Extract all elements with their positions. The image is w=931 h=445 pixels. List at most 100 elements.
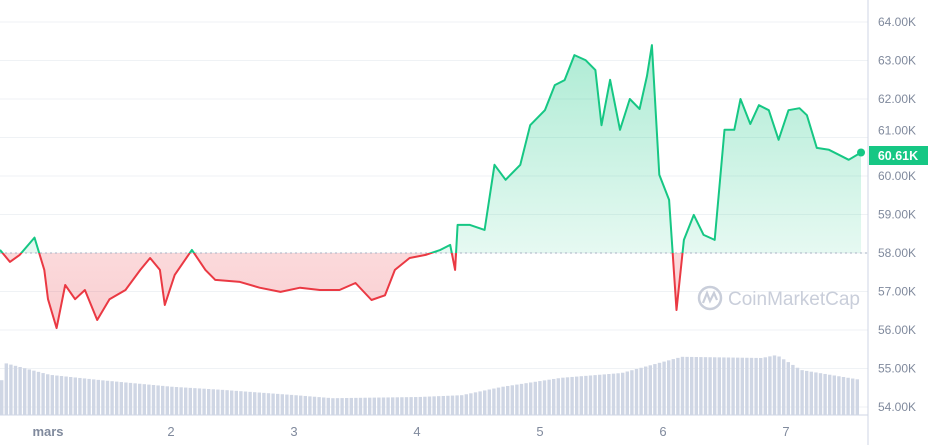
volume-bar: [492, 388, 496, 415]
volume-bar: [565, 377, 570, 415]
volume-bar: [110, 381, 114, 415]
price-line-up: [0, 44, 862, 253]
current-price-dot: [857, 148, 866, 157]
volume-bar: [128, 382, 133, 415]
volume-bar: [349, 397, 353, 415]
current-price-label: 60.61K: [878, 149, 918, 163]
volume-bar: [32, 370, 36, 415]
volume-bar: [225, 390, 229, 415]
volume-bar: [386, 397, 390, 415]
volume-bar: [317, 397, 321, 415]
volume-bar: [280, 394, 284, 415]
volume-bar: [519, 383, 524, 415]
volume-bar: [446, 395, 450, 415]
x-tick-label: 6: [659, 424, 666, 439]
volume-bar: [602, 374, 606, 415]
y-tick-label: 61.00K: [878, 124, 916, 138]
volume-bar: [133, 383, 137, 415]
volume-bar: [593, 375, 597, 415]
volume-bar: [414, 397, 418, 415]
volume-bar: [759, 357, 763, 415]
volume-bar: [354, 397, 358, 415]
volume-bar: [36, 371, 41, 415]
x-tick-label: 3: [290, 424, 297, 439]
volume-bar: [676, 357, 680, 415]
volume-bar: [855, 379, 859, 415]
y-tick-label: 64.00K: [878, 15, 916, 29]
volume-bar: [46, 374, 50, 415]
volume-bar: [142, 384, 146, 415]
volume-bar: [308, 396, 312, 415]
volume-bar: [423, 396, 427, 415]
volume-bar: [409, 397, 413, 415]
volume-bar: [257, 392, 261, 415]
volume-bar: [805, 370, 809, 415]
y-tick-label: 54.00K: [878, 400, 916, 414]
volume-bar: [611, 373, 616, 415]
y-tick-label: 60.00K: [878, 169, 916, 183]
volume-bar: [823, 373, 827, 415]
volume-bar: [427, 396, 432, 415]
volume-bar: [653, 364, 657, 415]
volume-bar: [124, 382, 128, 415]
y-tick-label: 62.00K: [878, 92, 916, 106]
volume-bar: [832, 375, 836, 415]
volume-bar: [478, 391, 482, 415]
x-tick-label: mars: [32, 424, 63, 439]
volume-bar: [326, 397, 330, 415]
volume-bar: [381, 397, 386, 415]
volume-bar: [193, 388, 197, 415]
y-tick-label: 58.00K: [878, 246, 916, 260]
y-tick-label: 59.00K: [878, 208, 916, 222]
volume-bar: [818, 373, 823, 415]
volume-bar: [630, 370, 634, 415]
volume-bar: [271, 393, 275, 415]
volume-bar: [625, 371, 629, 415]
volume-bar: [151, 385, 156, 415]
volume-bar: [542, 380, 547, 415]
y-axis: 54.00K 55.00K 56.00K 57.00K 58.00K 59.00K 60.0…: [878, 15, 916, 414]
y-tick-label: 57.00K: [878, 285, 916, 299]
volume-bar: [644, 366, 648, 415]
volume-bar: [616, 373, 620, 415]
volume-bar: [800, 370, 804, 415]
volume-bar: [294, 395, 298, 415]
price-area-above: [0, 45, 862, 253]
volume-bar: [331, 398, 335, 415]
volume-bar: [685, 356, 689, 415]
volume-bar: [736, 357, 740, 415]
volume-bar: [363, 397, 367, 415]
volume-bar: [515, 384, 519, 415]
y-tick-label: 55.00K: [878, 362, 916, 376]
volume-bar: [161, 385, 165, 415]
volume-bar: [469, 393, 473, 415]
volume-bar: [105, 380, 110, 415]
volume-bar: [584, 375, 588, 415]
volume-bar: [588, 375, 593, 415]
volume-bar: [27, 369, 31, 415]
volume-bar: [722, 357, 726, 415]
volume-bar: [345, 398, 349, 415]
volume-bar: [211, 389, 215, 415]
volume-bar: [41, 373, 45, 415]
volume-bar: [115, 381, 119, 415]
volume-bar: [703, 357, 708, 415]
volume-bar: [809, 371, 813, 415]
volume-bar: [731, 357, 735, 415]
volume-bar: [598, 374, 602, 415]
volume-bar: [13, 365, 18, 415]
volume-bar: [487, 389, 491, 415]
volume-bar: [92, 379, 96, 415]
volume-bar: [4, 363, 8, 415]
volume-bar: [473, 392, 478, 415]
volume-bar: [501, 386, 505, 415]
price-area-below: [0, 253, 862, 329]
volume-bar: [188, 387, 192, 415]
price-line-down: [1, 253, 684, 330]
volume-bar: [579, 376, 583, 415]
volume-bar: [547, 379, 551, 415]
volume-bar: [524, 383, 528, 415]
volume-bar: [216, 389, 220, 415]
volume-bar: [340, 398, 344, 415]
volume-bar: [648, 365, 652, 415]
